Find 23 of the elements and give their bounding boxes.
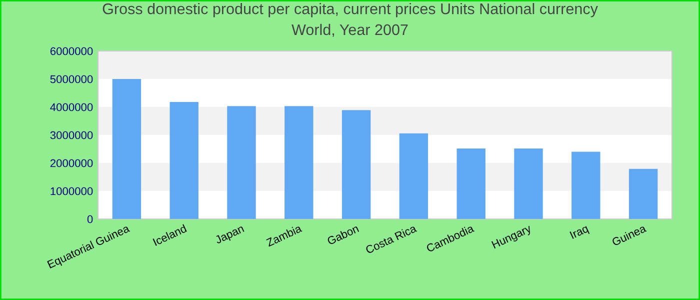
bar <box>399 133 428 219</box>
bar <box>170 102 198 219</box>
bar <box>284 106 314 219</box>
bar <box>572 152 600 219</box>
x-tick-label: Gabon <box>326 224 360 246</box>
y-tick-label: 3000000 <box>50 131 93 140</box>
bar <box>112 79 142 219</box>
y-tick-label: 2000000 <box>50 159 93 168</box>
bar <box>628 168 658 219</box>
y-tick-label: 0 <box>87 215 93 224</box>
x-tick-label: Costa Rica <box>364 224 418 254</box>
x-tick-label: Iraq <box>570 224 590 241</box>
chart-title: Gross domestic product per capita, current prices Units National currency World, Year 2007 <box>102 3 598 37</box>
y-tick-label: 5000000 <box>50 75 93 84</box>
bar <box>456 148 486 219</box>
x-tick-label: Guinea <box>611 224 647 246</box>
bar <box>514 148 543 219</box>
x-tick-label: Japan <box>214 224 246 246</box>
y-tick-label: 6000000 <box>50 47 93 56</box>
bar <box>227 106 256 219</box>
y-tick-label: 4000000 <box>50 103 93 112</box>
y-tick-label: 1000000 <box>50 187 93 196</box>
bar <box>342 110 371 219</box>
